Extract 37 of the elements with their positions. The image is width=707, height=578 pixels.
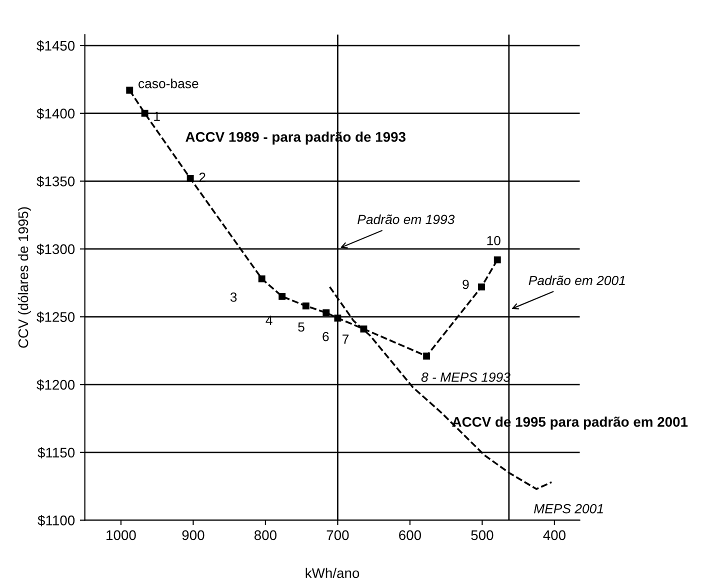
- annotation: caso-base: [138, 78, 198, 88]
- x-tick-label: 500: [471, 530, 494, 540]
- x-tick-label: 600: [399, 530, 421, 540]
- y-tick-label: $1300: [36, 244, 75, 255]
- x-tick-label: 900: [182, 530, 204, 540]
- annotation: Padrão em 2001: [528, 275, 625, 286]
- point: [322, 309, 330, 316]
- annotation: Padrão em 1993: [358, 214, 455, 224]
- point: [141, 110, 148, 117]
- x-tick-label: 700: [326, 530, 349, 540]
- point: [478, 283, 485, 290]
- annotation: 7: [342, 334, 349, 344]
- x-tick-label: 1000: [106, 530, 136, 540]
- annotation: MEPS 2001: [534, 504, 603, 514]
- y-axis-title: CCV (dólares de 1995): [18, 207, 31, 348]
- y-tick-label: $1350: [36, 176, 75, 188]
- y-tick-label: $1450: [36, 40, 75, 52]
- point: [278, 292, 286, 300]
- point: [258, 275, 266, 282]
- point: [186, 174, 194, 182]
- annotation: 9: [462, 280, 469, 290]
- y-tick-label: $1400: [36, 108, 75, 120]
- point: [423, 352, 430, 360]
- y-tick-label: $1250: [36, 312, 75, 323]
- y-tick-label: $1200: [36, 379, 75, 391]
- y-tick-label: $1100: [38, 514, 75, 526]
- x-tick-label: 400: [543, 530, 566, 540]
- x-tick-label: 800: [254, 530, 277, 540]
- annotation: 6: [322, 332, 329, 342]
- point: [126, 86, 134, 94]
- annotation: 10: [487, 236, 500, 246]
- annotation: 5: [298, 322, 304, 332]
- y-tick-label: $1150: [38, 447, 75, 458]
- point: [302, 302, 310, 310]
- annotation: 3: [230, 292, 237, 302]
- point: [494, 256, 501, 264]
- x-axis-title: kWh/ano: [306, 568, 360, 578]
